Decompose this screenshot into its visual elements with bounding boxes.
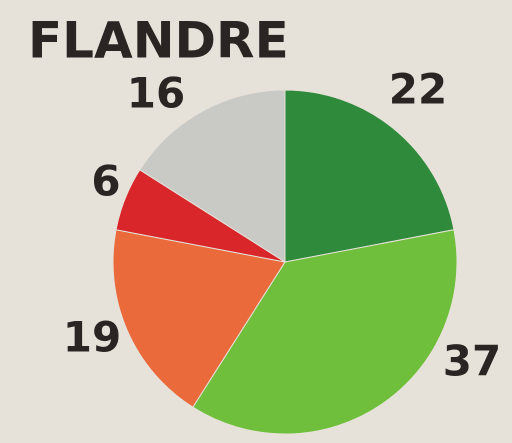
data-label: 22	[389, 65, 447, 114]
data-label: 6	[91, 157, 120, 206]
pie-slice	[284, 89, 455, 263]
pie-slice	[192, 229, 458, 435]
pie-slice	[112, 229, 286, 408]
data-label: 16	[127, 69, 185, 118]
data-label: 37	[443, 337, 501, 386]
pie-slice	[139, 89, 286, 263]
chart-title: FLANDRE	[28, 12, 289, 70]
data-label: 19	[63, 313, 121, 362]
